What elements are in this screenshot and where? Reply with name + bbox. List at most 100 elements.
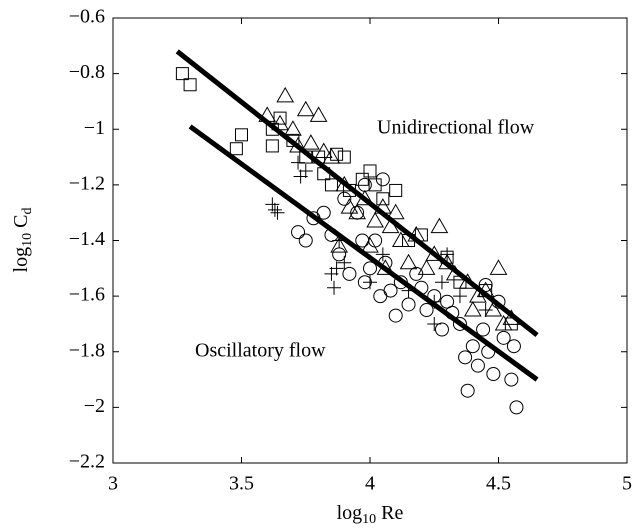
- triangle-point: [309, 106, 328, 122]
- triangle-point: [391, 231, 410, 247]
- triangle-point: [469, 287, 487, 303]
- circle-point: [383, 283, 398, 298]
- y-tick-label: −1: [84, 117, 105, 139]
- triangle-point: [417, 259, 436, 275]
- triangle-point: [463, 301, 482, 317]
- y-tick-label: −1.4: [69, 228, 105, 250]
- circle-point: [486, 367, 501, 381]
- triangle-point: [302, 134, 320, 150]
- circle-point: [401, 297, 416, 312]
- plus-point: [265, 197, 280, 212]
- circle-point: [373, 289, 388, 304]
- plus-point: [329, 261, 344, 276]
- circle-point: [434, 322, 449, 337]
- annotation: Unidirectional flow: [377, 117, 535, 139]
- circle-point: [357, 177, 372, 192]
- triangle-point: [430, 217, 449, 234]
- circle-point: [509, 400, 524, 415]
- circle-point: [363, 261, 377, 276]
- plus-point: [267, 202, 282, 217]
- triangle-point: [399, 253, 418, 270]
- circle-point: [458, 350, 473, 365]
- circle-point: [465, 339, 480, 354]
- circle-point: [476, 322, 491, 337]
- x-tick-label: 4.5: [486, 473, 511, 495]
- square-point: [363, 164, 377, 178]
- annotation: Oscillatory flow: [195, 340, 326, 362]
- square-point: [324, 178, 338, 192]
- y-tick-label: −0.8: [69, 61, 105, 83]
- x-label-rest: Re: [381, 502, 403, 524]
- y-tick-label: −1.6: [69, 284, 105, 306]
- fit-line: [175, 49, 539, 338]
- circle-point: [375, 172, 390, 187]
- square-point: [273, 111, 287, 125]
- square-point: [235, 128, 248, 142]
- circle-point: [504, 372, 519, 387]
- circle-point: [460, 383, 475, 398]
- y-label-rest: C: [10, 215, 32, 228]
- plus-point: [291, 155, 306, 170]
- triangle-point: [366, 212, 385, 228]
- plus-point: [452, 289, 467, 304]
- plus-point: [270, 205, 285, 220]
- triangle-point: [340, 198, 359, 214]
- fit-line: [188, 124, 539, 382]
- triangle-point: [284, 120, 302, 136]
- circle-point: [291, 225, 306, 240]
- triangle-point: [489, 259, 508, 275]
- x-axis-label: log10 Re: [337, 502, 404, 528]
- y-tick-label: −1.2: [69, 172, 105, 194]
- circle-point: [368, 233, 383, 248]
- x-tick-label: 4: [365, 473, 375, 495]
- square-point: [229, 142, 243, 156]
- plus-point: [327, 280, 342, 295]
- circle-point: [506, 339, 521, 354]
- plus-point: [298, 163, 313, 178]
- triangle-point: [276, 86, 295, 103]
- circle-point: [298, 233, 313, 248]
- y-label-sub: 10: [20, 233, 35, 247]
- circle-point: [332, 247, 347, 262]
- triangle-point: [494, 314, 513, 331]
- y-tick-label: −2.2: [69, 451, 105, 473]
- plot-frame: [112, 17, 628, 464]
- circle-point: [355, 233, 370, 248]
- triangle-point: [330, 237, 349, 253]
- square-point: [330, 147, 344, 161]
- triangle-point: [322, 148, 341, 164]
- plus-point: [375, 247, 390, 262]
- square-point: [337, 150, 351, 164]
- circle-point: [470, 358, 485, 373]
- square-point: [376, 192, 390, 206]
- circle-point: [350, 205, 365, 220]
- square-point: [389, 183, 403, 197]
- triangle-point: [484, 301, 503, 317]
- square-point: [183, 78, 197, 92]
- circle-point: [496, 330, 511, 345]
- x-tick-label: 3: [108, 473, 118, 495]
- circle-point: [409, 266, 424, 281]
- plus-point: [363, 275, 377, 290]
- plus-point: [440, 247, 455, 262]
- circle-point: [452, 316, 467, 331]
- triangle-point: [361, 237, 379, 253]
- square-point: [368, 178, 382, 192]
- x-tick-label: 3.5: [229, 473, 254, 495]
- plus-point: [478, 303, 493, 318]
- x-tick-label: 5: [622, 473, 632, 495]
- circle-point: [419, 303, 434, 318]
- triangle-point: [296, 100, 315, 117]
- triangle-point: [314, 142, 333, 158]
- x-label-base: log: [337, 502, 363, 524]
- circle-point: [388, 308, 403, 323]
- plus-point: [337, 255, 352, 270]
- y-tick-label: −1.8: [69, 339, 105, 361]
- plus-point: [434, 275, 449, 290]
- plus-point: [427, 316, 442, 331]
- square-point: [175, 67, 189, 81]
- y-axis-label: log10 Cd: [10, 208, 36, 273]
- y-tick-label: −0.6: [69, 6, 105, 28]
